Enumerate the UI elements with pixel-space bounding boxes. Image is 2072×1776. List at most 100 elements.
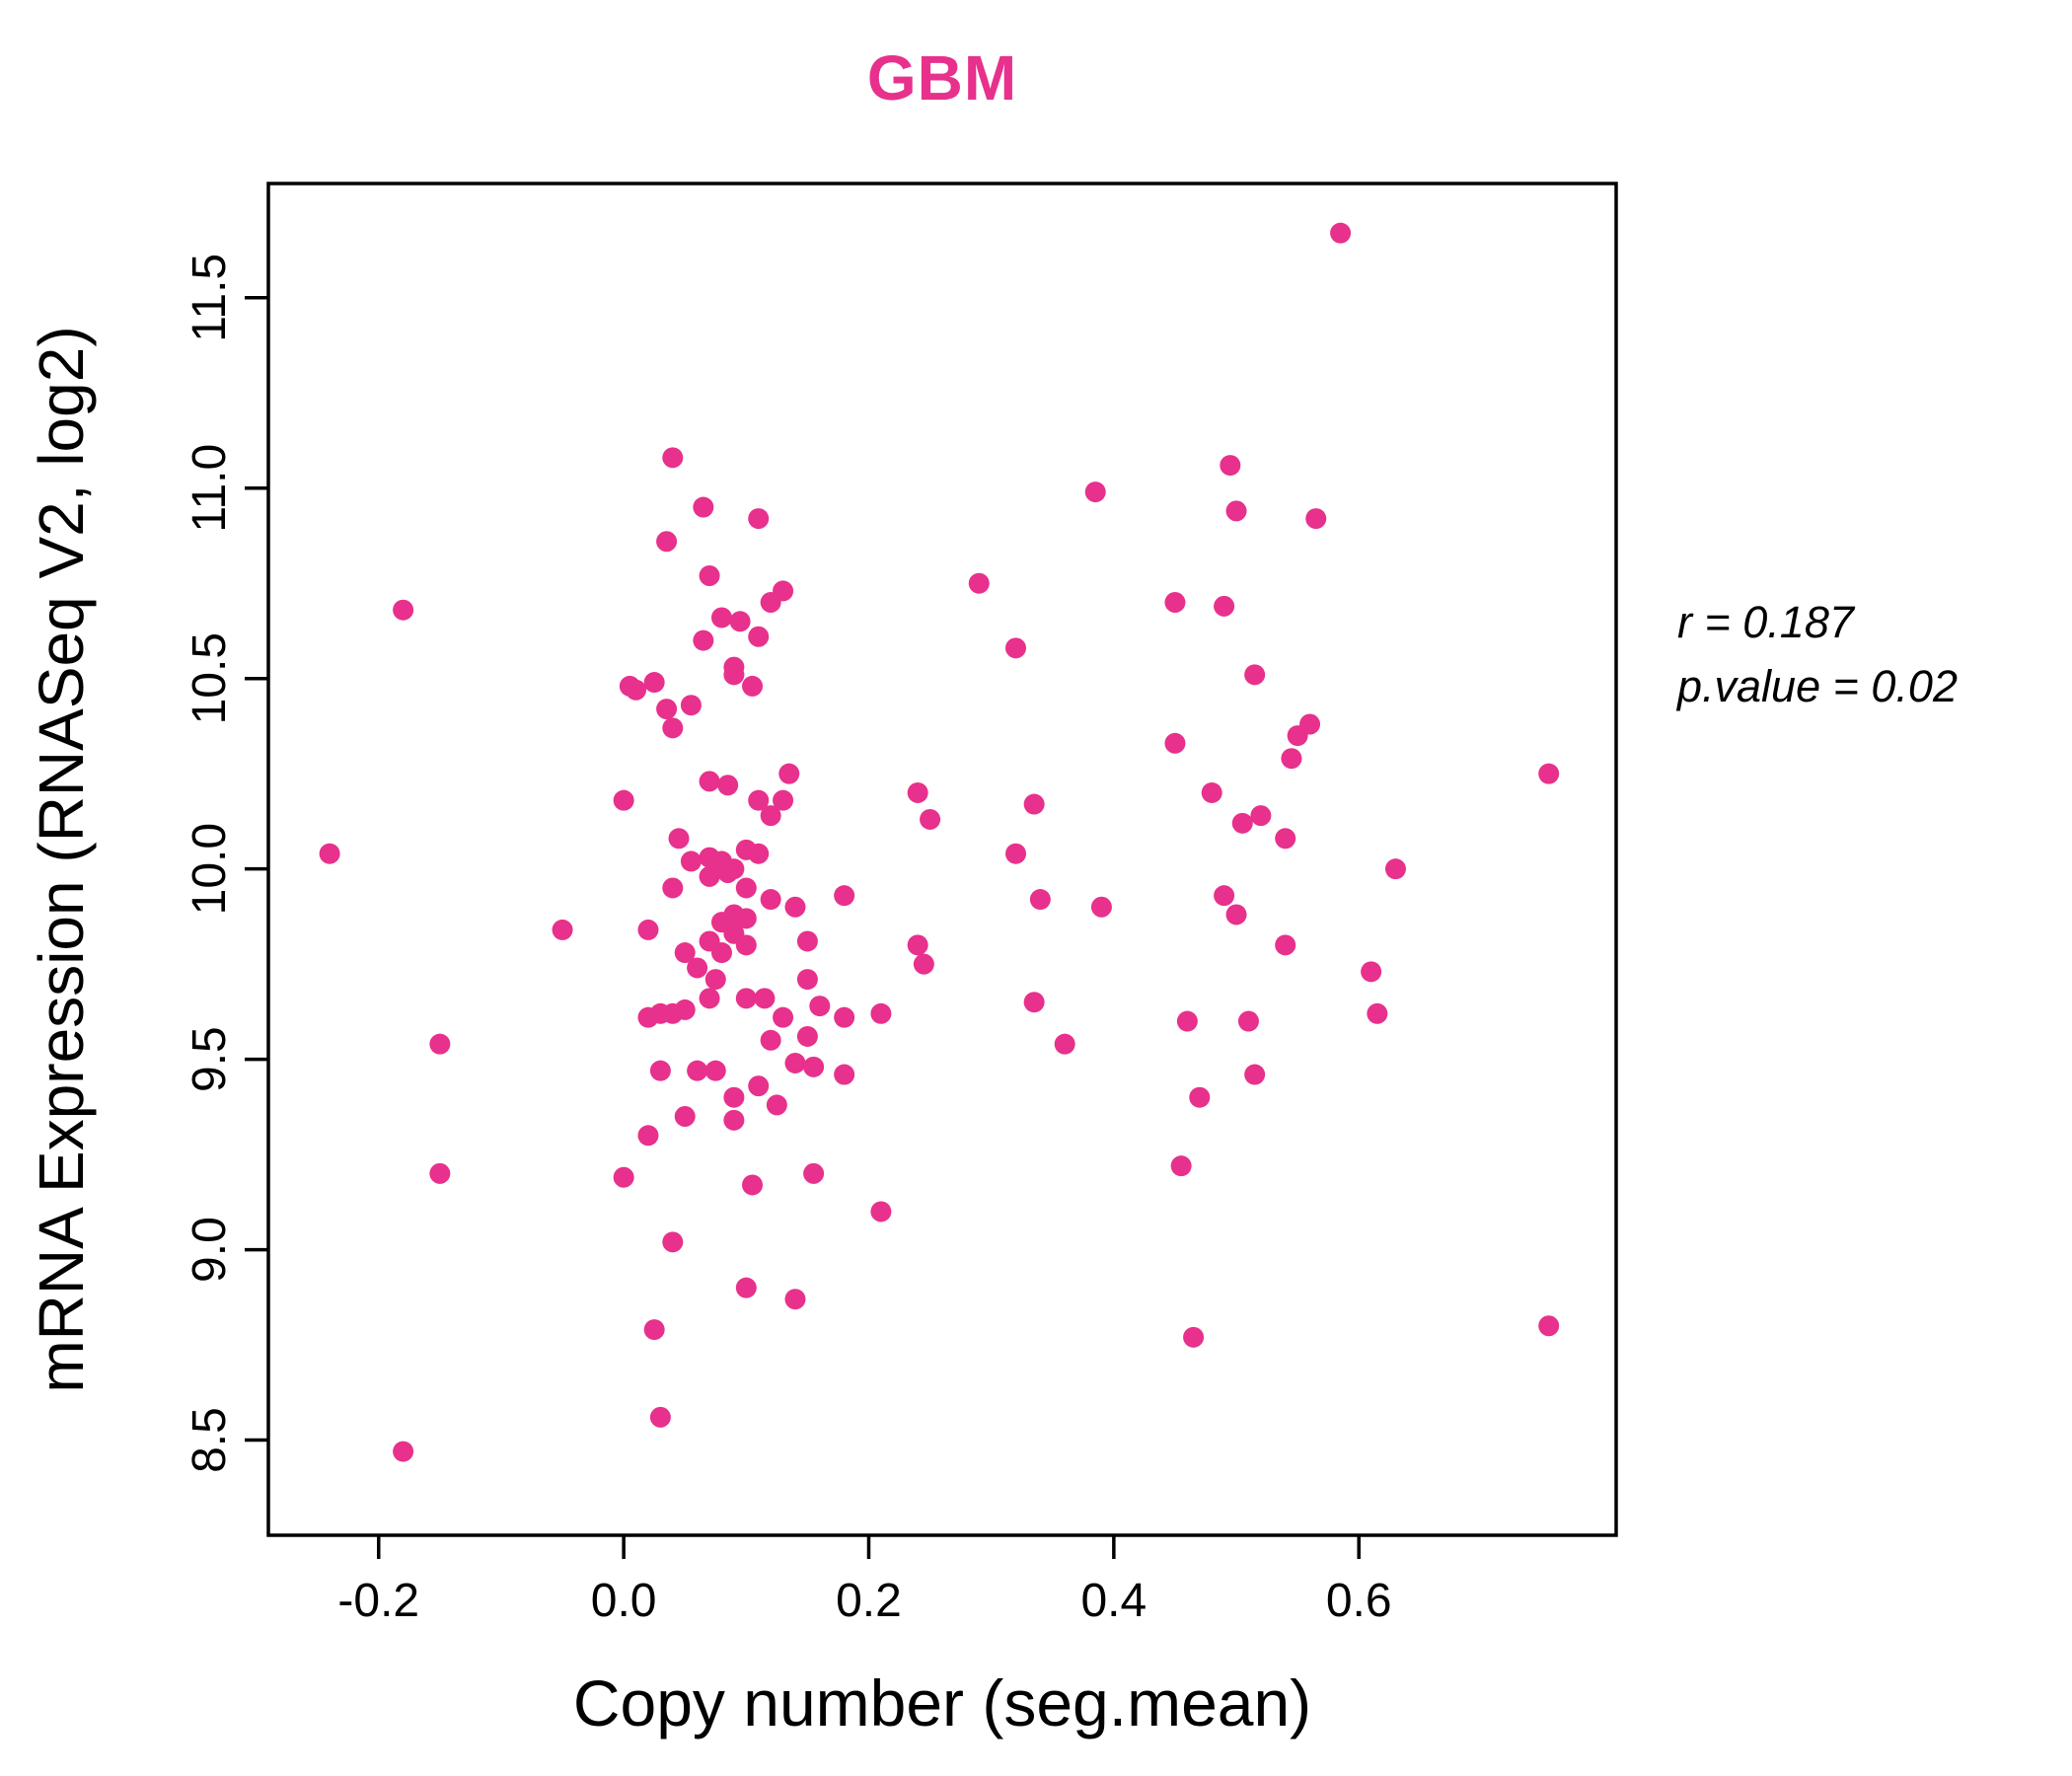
data-point (693, 629, 714, 651)
data-point (393, 599, 414, 621)
data-point (662, 447, 684, 469)
data-point (760, 805, 781, 827)
y-tick-label: 11.5 (184, 254, 236, 342)
data-point (748, 789, 770, 811)
data-point (643, 1319, 665, 1341)
y-tick-label: 9.0 (184, 1217, 236, 1283)
data-point (637, 919, 659, 940)
data-point (613, 789, 634, 811)
data-point (1029, 889, 1051, 911)
data-point (803, 1162, 825, 1184)
data-point (723, 1086, 745, 1108)
data-point (1281, 748, 1302, 770)
data-point (754, 988, 776, 1009)
data-point (1189, 1086, 1211, 1108)
data-point (1299, 713, 1321, 735)
data-point (1275, 934, 1296, 956)
data-point (748, 626, 770, 647)
data-point (656, 531, 678, 553)
data-point (773, 580, 794, 602)
data-point (687, 1060, 708, 1081)
data-point (1275, 828, 1296, 850)
data-point (429, 1162, 451, 1184)
data-point (643, 672, 665, 694)
data-point (1244, 664, 1266, 686)
data-point (1164, 592, 1186, 614)
data-point (735, 934, 757, 956)
data-point (699, 865, 720, 887)
data-point (1250, 805, 1272, 827)
y-tick-label: 11.0 (184, 444, 236, 533)
data-point (1220, 455, 1241, 477)
data-point (1201, 781, 1222, 803)
data-point (796, 1025, 818, 1047)
data-point (552, 919, 573, 940)
r-value-text: r = 0.187 (1677, 597, 1854, 647)
data-point (907, 781, 928, 803)
data-point (1214, 885, 1235, 907)
data-point (735, 1277, 757, 1298)
data-point (735, 988, 757, 1009)
data-point (662, 1231, 684, 1253)
data-point (717, 775, 739, 796)
data-point (723, 1109, 745, 1131)
data-point (613, 1166, 634, 1188)
data-point (907, 934, 928, 956)
data-point (649, 1406, 671, 1428)
data-point (674, 942, 696, 964)
data-point (748, 508, 770, 530)
data-point (1164, 732, 1186, 754)
data-point (662, 877, 684, 899)
data-point (704, 969, 726, 991)
data-point (693, 496, 714, 518)
data-point (784, 1052, 806, 1073)
x-tick-label: 0.4 (1080, 1575, 1147, 1627)
data-point (637, 1125, 659, 1147)
data-point (760, 1029, 781, 1051)
x-tick-label: 0.2 (836, 1575, 902, 1627)
y-axis-label: mRNA Expression (RNASeq V2, log2) (26, 326, 97, 1393)
data-point (729, 611, 751, 632)
data-point (710, 942, 732, 964)
data-point (1237, 1010, 1259, 1032)
data-point (803, 1056, 825, 1077)
data-point (1084, 481, 1106, 503)
data-point (760, 889, 781, 911)
data-point (319, 843, 340, 864)
data-point (1231, 812, 1253, 834)
data-point (649, 1060, 671, 1081)
data-point (870, 1201, 892, 1222)
p-value-text: p.value = 0.02 (1677, 661, 1958, 712)
data-point (1183, 1326, 1205, 1348)
y-tick-label: 10.0 (184, 823, 236, 915)
data-point (748, 1075, 770, 1097)
data-point (796, 969, 818, 991)
data-point (699, 988, 720, 1009)
data-point (674, 999, 696, 1020)
data-point (773, 789, 794, 811)
data-point (735, 908, 757, 929)
data-point (429, 1033, 451, 1055)
data-point (1225, 904, 1247, 925)
data-point (968, 572, 990, 594)
data-point (699, 771, 720, 792)
data-point (1244, 1064, 1266, 1085)
x-tick-label: -0.2 (337, 1575, 419, 1627)
data-point (834, 1006, 855, 1028)
data-point (920, 808, 941, 830)
y-tick-label: 9.5 (184, 1026, 236, 1092)
data-point (656, 699, 678, 720)
data-point (393, 1441, 414, 1462)
data-point (766, 1094, 787, 1116)
data-point (1538, 1315, 1560, 1337)
data-point (1384, 858, 1406, 880)
x-tick-label: 0.6 (1326, 1575, 1392, 1627)
data-point (1005, 637, 1027, 659)
data-point (1170, 1155, 1192, 1177)
plot-box (266, 182, 1618, 1537)
data-point (748, 843, 770, 864)
data-point (1330, 222, 1352, 244)
x-axis-label: Copy number (seg.mean) (572, 1666, 1312, 1739)
data-point (742, 1174, 764, 1196)
